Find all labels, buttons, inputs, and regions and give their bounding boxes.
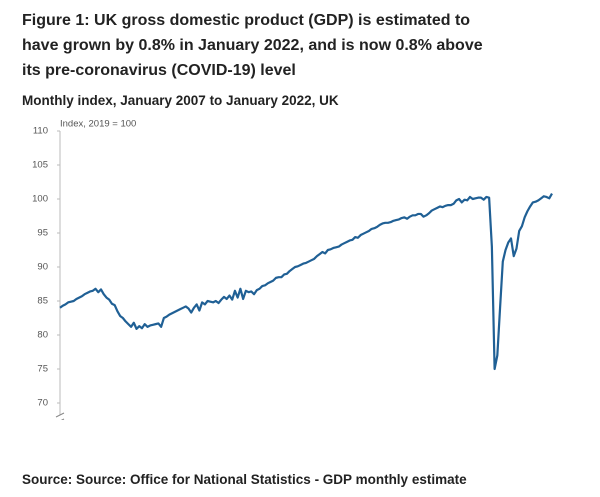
axis-break [55, 412, 65, 418]
chart-title: Figure 1: UK gross domestic product (GDP… [22, 12, 483, 79]
source: Source: Source: Office for National Stat… [22, 472, 467, 487]
y-tick-label: 85 [37, 296, 48, 307]
axis-break [60, 418, 65, 420]
y-tick-label: 90 [37, 262, 48, 273]
y-axis-label: Index, 2019 = 100 [60, 119, 136, 130]
y-tick-label: 95 [37, 228, 48, 239]
y-tick-label: 100 [32, 194, 48, 205]
data-line [59, 193, 553, 371]
y-tick-label: 105 [32, 160, 48, 171]
chart: Index, 2019 = 100 0707580859095100105110… [32, 119, 553, 420]
y-tick-label: 75 [37, 364, 48, 375]
y-tick-label: 110 [33, 126, 48, 137]
axis-break-gap [56, 415, 64, 420]
y-tick-label: 80 [37, 330, 48, 341]
chart-subtitle: Monthly index, January 2007 to January 2… [22, 93, 339, 108]
y-tick-label: 70 [37, 398, 48, 409]
